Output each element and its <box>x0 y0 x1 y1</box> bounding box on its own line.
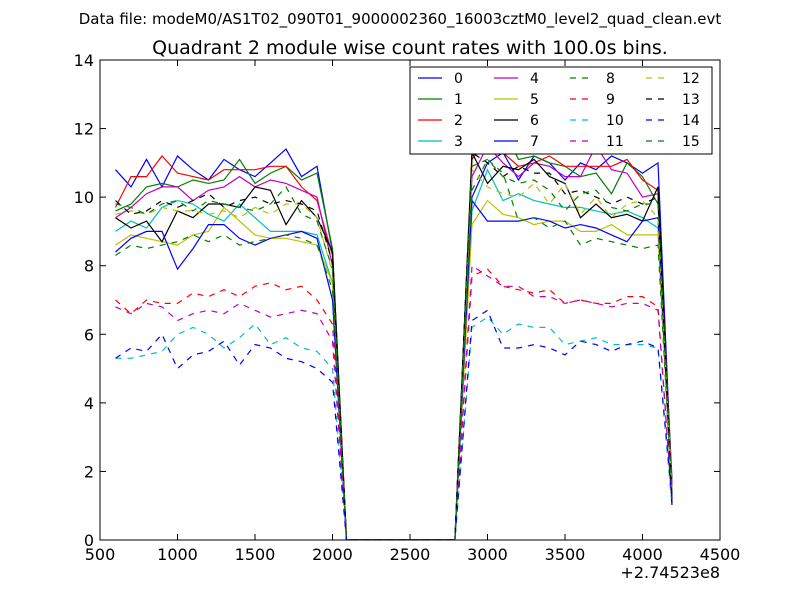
y-tick-label: 10 <box>74 188 94 207</box>
legend-label-3: 3 <box>454 134 463 150</box>
series-5-line <box>115 199 673 540</box>
series-11-line <box>115 264 673 540</box>
series-2-line <box>114 138 673 540</box>
suptitle: Data file: modeM0/AS1T02_090T01_90000023… <box>79 10 722 29</box>
y-tick-label: 14 <box>74 51 94 70</box>
series-15-line <box>115 158 673 540</box>
series-9-line <box>115 268 673 540</box>
chart-title: Quadrant 2 module wise count rates with … <box>152 37 668 59</box>
y-tick-label: 2 <box>84 462 94 481</box>
series-layer <box>114 128 673 540</box>
series-4-line <box>115 144 673 540</box>
x-tick-label: 3500 <box>545 545 586 564</box>
x-tick-label: 2500 <box>390 545 431 564</box>
y-tick-label: 0 <box>84 531 94 550</box>
legend-frame <box>409 66 713 155</box>
x-tick-label: 4000 <box>622 545 663 564</box>
legend-label-5: 5 <box>530 92 539 108</box>
legend-label-0: 0 <box>454 71 463 87</box>
series-10-line <box>115 316 673 540</box>
x-tick-label: 1000 <box>157 545 198 564</box>
y-tick-label: 12 <box>74 120 94 139</box>
legend-label-7: 7 <box>530 134 539 150</box>
series-7-line <box>115 198 673 540</box>
legend-label-4: 4 <box>530 71 539 87</box>
legend-label-15: 15 <box>682 134 700 150</box>
legend-label-6: 6 <box>530 113 539 129</box>
series-6-line <box>115 150 673 540</box>
legend-label-1: 1 <box>454 92 463 108</box>
legend-label-14: 14 <box>682 113 700 129</box>
legend-label-13: 13 <box>682 92 700 108</box>
legend-label-8: 8 <box>606 71 615 87</box>
x-tick-label: 3000 <box>467 545 508 564</box>
series-3-line <box>115 168 673 540</box>
legend-label-2: 2 <box>454 113 463 129</box>
y-tick-label: 4 <box>84 394 94 413</box>
x-tick-label: 4500 <box>700 545 741 564</box>
series-14-line <box>115 309 673 540</box>
x-tick-label: 2000 <box>312 545 353 564</box>
series-1-line <box>115 128 673 540</box>
x-tick-label: 1500 <box>235 545 276 564</box>
legend-label-12: 12 <box>682 71 700 87</box>
series-8-line <box>115 158 673 540</box>
x-offset-label: +2.74523e8 <box>620 563 720 582</box>
x-tick-label: 500 <box>85 545 116 564</box>
y-tick-label: 8 <box>84 257 94 276</box>
legend-label-11: 11 <box>606 134 624 150</box>
series-13-line <box>115 151 673 540</box>
legend-label-10: 10 <box>606 113 624 129</box>
series-0-line <box>115 148 673 540</box>
legend-label-9: 9 <box>606 92 615 108</box>
series-12-line <box>115 168 673 540</box>
y-tick-label: 6 <box>84 325 94 344</box>
tick-layer: 500 1000 1500 2000 2500 3000 3500 4000 4500 0 2 4 6 8… <box>74 51 741 564</box>
